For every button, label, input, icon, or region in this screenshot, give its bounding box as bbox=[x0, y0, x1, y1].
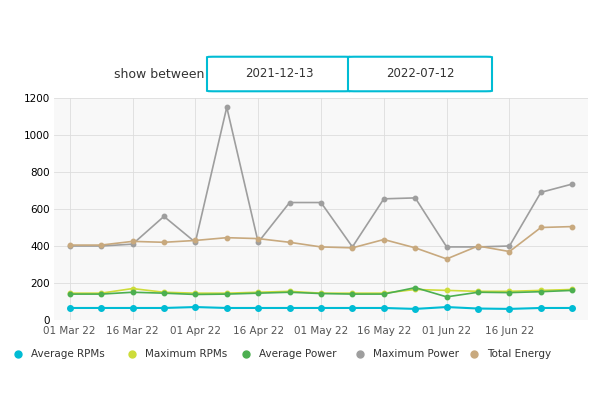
Text: Average Power: Average Power bbox=[259, 350, 337, 359]
Text: Total Energy: Total Energy bbox=[487, 350, 551, 359]
Text: Average RPMs: Average RPMs bbox=[31, 350, 105, 359]
Text: Maximum Power: Maximum Power bbox=[373, 350, 459, 359]
Text: performance: performance bbox=[13, 18, 107, 32]
Text: show between: show between bbox=[113, 68, 204, 80]
FancyBboxPatch shape bbox=[348, 57, 492, 91]
Text: 2022-07-12: 2022-07-12 bbox=[386, 66, 454, 80]
FancyBboxPatch shape bbox=[207, 57, 351, 91]
Text: Maximum RPMs: Maximum RPMs bbox=[145, 350, 227, 359]
Text: 2021-12-13: 2021-12-13 bbox=[245, 66, 313, 80]
